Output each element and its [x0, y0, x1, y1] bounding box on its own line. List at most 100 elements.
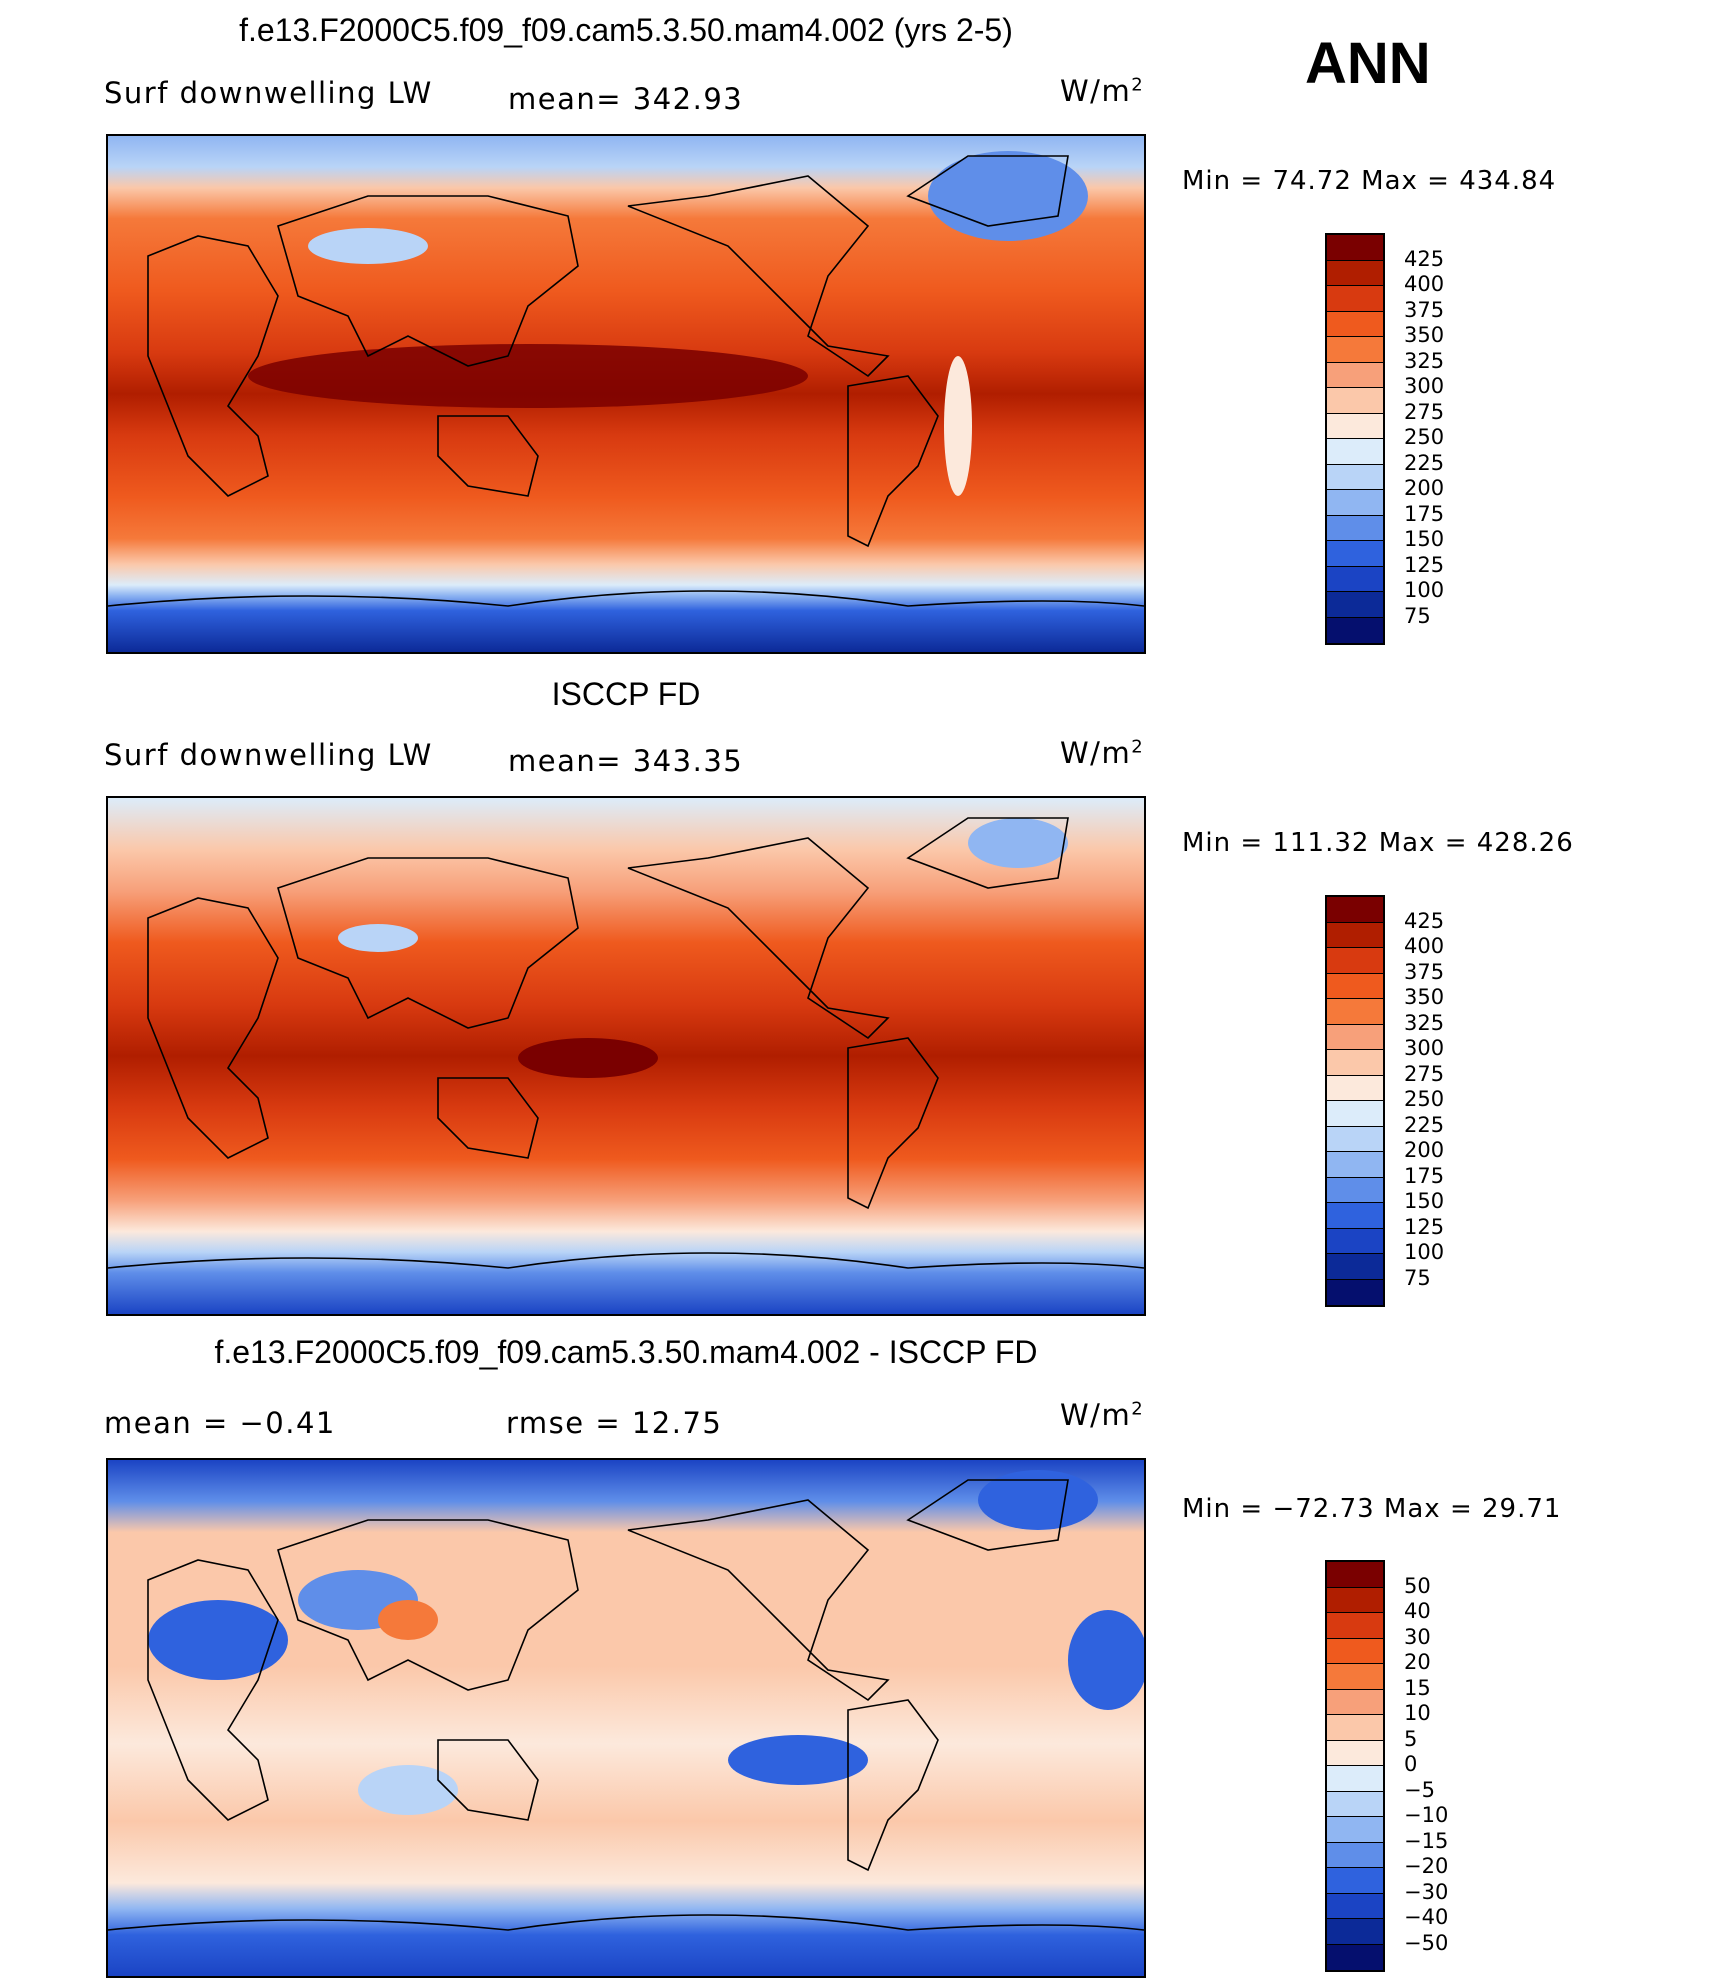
colorbar-segment [1327, 1177, 1383, 1203]
colorbar-segment [1327, 922, 1383, 948]
colorbar-tick-label: 325 [1404, 348, 1445, 373]
colorbar-segment [1327, 1766, 1383, 1792]
colorbar-segment [1327, 973, 1383, 999]
colorbar-segment [1327, 362, 1383, 388]
colorbar-segment [1327, 1203, 1383, 1229]
colorbar-tick-label: 225 [1404, 450, 1445, 475]
colorbar-tick-label: 30 [1404, 1624, 1431, 1649]
panel2-map-field [108, 798, 1144, 1314]
colorbar-segment [1327, 1562, 1383, 1588]
colorbar-tick-label: 375 [1404, 959, 1445, 984]
colorbar-segment [1327, 1228, 1383, 1254]
colorbar-segment [1327, 311, 1383, 337]
panel3-minmax: Min = −72.73 Max = 29.71 [1182, 1494, 1562, 1524]
colorbar-tick-label: 275 [1404, 1061, 1445, 1086]
colorbar-tick-label: −40 [1404, 1905, 1449, 1929]
colorbar-segment [1327, 1740, 1383, 1766]
panel2-title: ISCCP FD [551, 676, 701, 712]
colorbar-tick-label: 200 [1404, 476, 1445, 500]
colorbar-tick-label: 375 [1404, 297, 1445, 322]
colorbar-tick-label: 400 [1404, 272, 1445, 296]
panel2-units: W/m2 [1060, 736, 1145, 770]
colorbar-tick-label: −50 [1404, 1930, 1449, 1955]
panel3-rmse-label: rmse = 12.75 [506, 1406, 723, 1440]
panel3-map-field [108, 1460, 1144, 1976]
colorbar-tick-label: 10 [1404, 1701, 1431, 1725]
colorbar-segment [1327, 388, 1383, 414]
panel3-map [106, 1458, 1146, 1978]
colorbar-tick-label: 150 [1404, 527, 1445, 551]
panel1-mean-label: mean= 342.93 [508, 82, 744, 116]
colorbar-segment [1327, 490, 1383, 516]
colorbar-segment [1327, 1050, 1383, 1076]
panel1-map [106, 134, 1146, 654]
colorbar-segment [1327, 897, 1383, 923]
colorbar-tick-label: 100 [1404, 1240, 1445, 1264]
panel2-colorbar [1325, 895, 1385, 1307]
colorbar-tick-label: 75 [1404, 1265, 1431, 1290]
colorbar-segment [1327, 1715, 1383, 1741]
colorbar-segment [1327, 515, 1383, 541]
colorbar-tick-label: 100 [1404, 578, 1445, 602]
colorbar-tick-label: 400 [1404, 934, 1445, 958]
colorbar-segment [1327, 337, 1383, 363]
colorbar-tick-label: 350 [1404, 323, 1445, 347]
colorbar-segment [1327, 260, 1383, 286]
colorbar-tick-label: 50 [1404, 1573, 1431, 1598]
colorbar-tick-label: 15 [1404, 1675, 1431, 1700]
colorbar-segment [1327, 1842, 1383, 1868]
colorbar-segment [1327, 286, 1383, 312]
colorbar-segment [1327, 1689, 1383, 1715]
panel2-coastlines [108, 817, 1144, 1269]
colorbar-segment [1327, 592, 1383, 618]
colorbar-tick-label: 175 [1404, 501, 1445, 526]
colorbar-segment [1327, 439, 1383, 465]
colorbar-segment [1327, 948, 1383, 974]
panel1-minmax: Min = 74.72 Max = 434.84 [1182, 166, 1557, 196]
colorbar-tick-label: −5 [1404, 1777, 1435, 1802]
colorbar-tick-label: 250 [1404, 425, 1445, 449]
colorbar-segment [1327, 1791, 1383, 1817]
colorbar-segment [1327, 541, 1383, 567]
colorbar-segment [1327, 1817, 1383, 1843]
colorbar-tick-label: 125 [1404, 1214, 1445, 1239]
colorbar-tick-label: 5 [1404, 1726, 1418, 1751]
colorbar-segment [1327, 1893, 1383, 1919]
colorbar-segment [1327, 413, 1383, 439]
colorbar-segment [1327, 1868, 1383, 1894]
colorbar-segment [1327, 1944, 1383, 1970]
panel1-variable-label: Surf downwelling LW [104, 76, 433, 110]
colorbar-tick-label: 40 [1404, 1599, 1431, 1623]
panel2-map [106, 796, 1146, 1316]
colorbar-tick-label: 0 [1404, 1752, 1418, 1776]
panel1-units: W/m2 [1060, 74, 1145, 108]
colorbar-tick-label: 350 [1404, 985, 1445, 1009]
colorbar-tick-label: 200 [1404, 1138, 1445, 1162]
panel1-colorbar [1325, 233, 1385, 645]
panel1-coastlines [108, 155, 1144, 607]
colorbar-tick-label: 175 [1404, 1163, 1445, 1188]
panel1-map-field [108, 136, 1144, 652]
colorbar-tick-label: 20 [1404, 1650, 1431, 1674]
colorbar-segment [1327, 1254, 1383, 1280]
colorbar-tick-label: −20 [1404, 1854, 1449, 1878]
colorbar-segment [1327, 617, 1383, 643]
season-label: ANN [1305, 31, 1431, 96]
colorbar-segment [1327, 1664, 1383, 1690]
colorbar-segment [1327, 235, 1383, 261]
colorbar-tick-label: 275 [1404, 399, 1445, 424]
colorbar-segment [1327, 1101, 1383, 1127]
panel2-variable-label: Surf downwelling LW [104, 738, 433, 772]
colorbar-tick-label: −15 [1404, 1828, 1449, 1853]
colorbar-segment [1327, 566, 1383, 592]
colorbar-tick-label: 325 [1404, 1010, 1445, 1035]
colorbar-tick-label: −30 [1404, 1879, 1449, 1904]
colorbar-segment [1327, 1919, 1383, 1945]
colorbar-tick-label: 125 [1404, 552, 1445, 577]
colorbar-tick-label: 300 [1404, 374, 1445, 398]
panel3-mean-label: mean = −0.41 [104, 1406, 336, 1440]
panel1-title: f.e13.F2000C5.f09_f09.cam5.3.50.mam4.002… [239, 12, 1013, 48]
colorbar-tick-label: 75 [1404, 603, 1431, 628]
panel3-units: W/m2 [1060, 1398, 1145, 1432]
colorbar-tick-label: 150 [1404, 1189, 1445, 1213]
